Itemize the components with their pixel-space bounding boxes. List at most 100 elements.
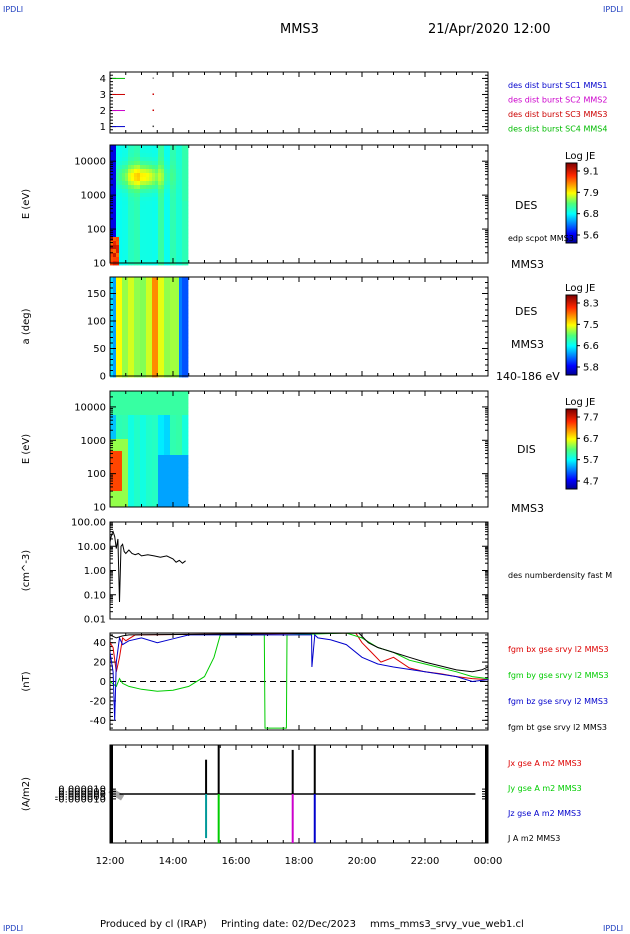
spectrogram-cell: [137, 145, 141, 150]
y-tick-label: 100: [87, 469, 106, 480]
spectrogram-cell: [161, 309, 165, 314]
spectrogram-cell: [182, 479, 186, 484]
spectrogram-cell: [170, 313, 174, 318]
spectrogram-cell: [164, 365, 168, 370]
y-tick-label: -20: [90, 696, 106, 707]
spectrogram-cell: [128, 329, 132, 334]
spectrogram-cell: [131, 177, 135, 182]
spectrogram-cell: [158, 451, 162, 456]
spectrogram-cell: [143, 277, 147, 282]
colorbar-band: [566, 238, 577, 240]
spectrogram-cell: [170, 451, 174, 456]
spectrogram-cell: [119, 217, 123, 222]
colorbar-band: [566, 373, 577, 375]
colorbar-band: [566, 320, 577, 322]
spectrogram-cell: [152, 177, 156, 182]
spectrogram-cell: [137, 161, 141, 166]
spectrogram-cell: [137, 281, 141, 286]
colorbar-band: [566, 180, 577, 182]
spectrogram-cell: [146, 233, 150, 238]
colorbar-band: [566, 434, 577, 436]
spectrogram-cell: [155, 201, 159, 206]
spectrogram-cell: [146, 217, 150, 222]
colorbar-band: [566, 430, 577, 432]
spectrogram-cell: [134, 257, 138, 262]
spectrogram-cell: [140, 149, 144, 154]
spectrogram-cell: [173, 257, 177, 262]
colorbar-band: [566, 330, 577, 332]
spectrogram-cell: [143, 185, 147, 190]
colorbar-band: [566, 193, 577, 195]
spectrogram-cell: [170, 189, 174, 194]
spectrogram-cell: [128, 353, 132, 358]
spectrogram-cell: [131, 253, 135, 258]
spectrogram-cell: [128, 205, 132, 210]
spectrogram-cell: [146, 153, 150, 158]
spectrogram-cell: [182, 197, 186, 202]
spectrogram-cell: [140, 313, 144, 318]
spectrogram-cell: [158, 149, 162, 154]
spectrogram-cell: [134, 233, 138, 238]
colorbar-band: [566, 341, 577, 343]
spectrogram-cell: [140, 297, 144, 302]
spectrogram-cell: [137, 237, 141, 242]
spectrogram-cell: [143, 499, 147, 504]
spectrogram-cell: [122, 395, 126, 400]
spectrogram-cell: [146, 479, 150, 484]
spectrogram-cell: [179, 173, 183, 178]
spectrogram-cell: [119, 345, 123, 350]
spectrogram-cell: [161, 177, 165, 182]
colorbar-band: [566, 370, 577, 372]
spectrogram-cell: [155, 503, 159, 508]
spectrogram-cell: [137, 289, 141, 294]
spectrogram-cell: [152, 435, 156, 440]
spectrogram-cell: [122, 285, 126, 290]
colorbar-band: [566, 179, 577, 181]
spectrogram-cell: [119, 439, 123, 444]
spectrogram-cell: [176, 503, 180, 508]
spectrogram-cell: [146, 373, 150, 378]
spectrogram-cell: [164, 459, 168, 464]
spectrogram-cell: [176, 349, 180, 354]
spectrogram-cell: [158, 257, 162, 262]
spectrogram-cell: [113, 233, 117, 238]
spectrogram-cell: [122, 197, 126, 202]
spectrogram-cell: [137, 353, 141, 358]
spectrogram-cell: [116, 197, 120, 202]
spectrogram-cell: [146, 365, 150, 370]
spectrogram-cell: [116, 475, 120, 480]
spectrogram-cell: [152, 475, 156, 480]
y-axis-label: a (deg): [21, 308, 32, 344]
spectrogram-cell: [176, 185, 180, 190]
spectrogram-cell: [143, 153, 147, 158]
spectrogram-cell: [122, 297, 126, 302]
spectrogram-cell: [125, 333, 129, 338]
spectrogram-cell: [146, 237, 150, 242]
colorbar-band: [566, 303, 577, 305]
spectrogram-cell: [149, 169, 153, 174]
side-label: DIS: [517, 443, 536, 456]
spectrogram-cell: [110, 285, 114, 290]
spectrogram-cell: [152, 253, 156, 258]
spectrogram-cell: [131, 399, 135, 404]
colorbar-band: [566, 298, 577, 300]
spectrogram-cell: [113, 309, 117, 314]
spectrogram-cell: [164, 177, 168, 182]
spectrogram-cell: [137, 277, 141, 282]
spectrogram-cell: [158, 209, 162, 214]
spectrogram-cell: [152, 365, 156, 370]
spectrogram-cell: [167, 345, 171, 350]
spectrogram-cell: [122, 329, 126, 334]
spectrogram-cell: [185, 229, 189, 234]
spectrogram-cell: [167, 245, 171, 250]
spectrogram-cell: [140, 431, 144, 436]
colorbar-band: [566, 347, 577, 349]
spectrogram-cell: [122, 245, 126, 250]
spectrogram-cell: [185, 325, 189, 330]
spectrogram-cell: [179, 165, 183, 170]
spectrogram-cell: [110, 185, 114, 190]
spectrogram-cell: [152, 467, 156, 472]
spectrogram-cell: [128, 277, 132, 282]
spectrogram-cell: [164, 447, 168, 452]
date-time-title: 21/Apr/2020 12:00: [428, 22, 551, 37]
